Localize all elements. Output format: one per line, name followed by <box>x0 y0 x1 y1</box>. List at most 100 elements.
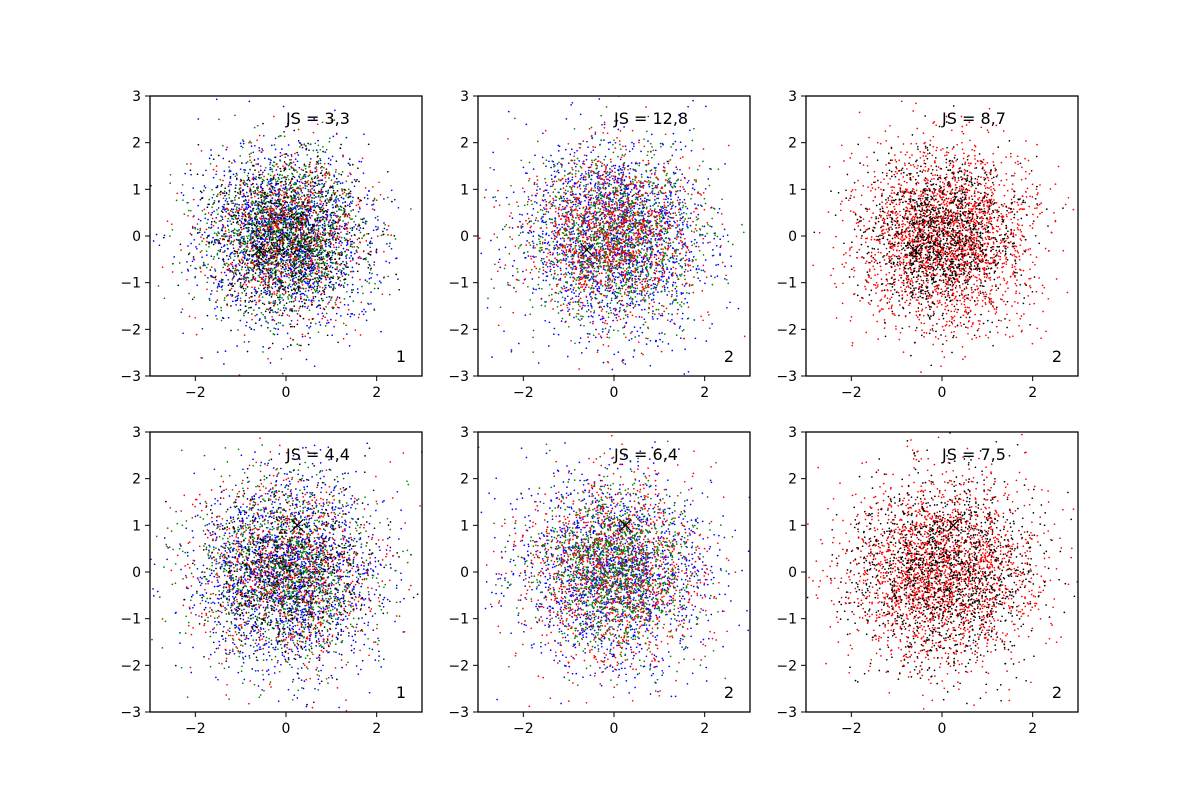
scatter-point <box>315 245 317 248</box>
scatter-point <box>284 291 287 293</box>
scatter-point <box>242 283 245 286</box>
scatter-point <box>240 237 243 240</box>
scatter-point <box>266 238 269 241</box>
scatter-point <box>204 264 206 267</box>
scatter-point <box>343 303 346 306</box>
scatter-point <box>334 252 337 255</box>
scatter-point <box>243 194 246 197</box>
scatter-point <box>281 271 284 274</box>
scatter-point <box>372 199 375 202</box>
scatter-point <box>298 180 301 183</box>
scatter-point <box>321 317 324 320</box>
scatter-point <box>284 235 287 238</box>
scatter-point <box>217 207 220 209</box>
scatter-point <box>356 178 358 181</box>
scatter-point <box>232 202 235 205</box>
scatter-point <box>194 276 196 279</box>
scatter-point <box>266 192 269 195</box>
scatter-point <box>272 278 275 281</box>
scatter-point <box>329 198 331 201</box>
scatter-point <box>339 280 342 282</box>
scatter-point <box>264 251 267 254</box>
scatter-point <box>240 286 243 289</box>
scatter-point <box>268 180 270 183</box>
scatter-point <box>187 253 190 256</box>
scatter-point <box>363 196 366 199</box>
scatter-point <box>288 231 291 234</box>
scatter-point <box>315 149 318 151</box>
scatter-point <box>252 236 255 238</box>
scatter-point <box>321 182 323 185</box>
scatter-point <box>269 229 272 232</box>
scatter-point <box>327 199 330 202</box>
scatter-point <box>325 253 328 256</box>
scatter-point <box>297 128 300 131</box>
scatter-point <box>189 232 192 235</box>
scatter-point <box>303 239 306 242</box>
scatter-point <box>244 276 247 279</box>
scatter-point <box>343 214 346 216</box>
scatter-point <box>254 190 256 192</box>
scatter-point <box>306 185 308 187</box>
scatter-point <box>329 261 332 264</box>
scatter-point <box>243 248 245 251</box>
scatter-point <box>270 254 273 257</box>
scatter-point <box>258 231 261 234</box>
scatter-point <box>376 273 379 276</box>
scatter-point <box>288 276 290 279</box>
scatter-point <box>247 178 250 181</box>
scatter-point <box>293 183 296 186</box>
scatter-point <box>346 233 349 235</box>
scatter-point <box>255 208 258 211</box>
scatter-point <box>265 308 268 311</box>
scatter-point <box>269 191 271 193</box>
scatter-point <box>345 273 348 275</box>
scatter-point <box>328 235 331 237</box>
scatter-point <box>265 267 267 270</box>
scatter-point <box>283 169 286 171</box>
scatter-point <box>301 207 304 210</box>
scatter-point <box>333 251 336 253</box>
scatter-point <box>304 167 307 170</box>
scatter-point <box>331 226 334 228</box>
scatter-point <box>237 248 240 251</box>
scatter-point <box>294 299 297 302</box>
scatter-point <box>329 163 332 166</box>
scatter-point <box>215 278 217 281</box>
scatter-point <box>248 301 250 304</box>
scatter-point <box>318 262 320 264</box>
scatter-point <box>244 208 247 210</box>
scatter-point <box>257 193 260 196</box>
scatter-point <box>265 230 268 233</box>
scatter-point <box>301 250 304 253</box>
scatter-point <box>230 223 233 225</box>
scatter-point <box>272 254 275 256</box>
scatter-point <box>282 200 284 203</box>
scatter-point <box>334 287 336 290</box>
scatter-point <box>298 222 300 225</box>
scatter-point <box>269 362 272 364</box>
scatter-point <box>274 300 277 302</box>
scatter-point <box>234 252 236 255</box>
scatter-point <box>216 306 219 308</box>
scatter-point <box>221 235 223 237</box>
scatter-point <box>297 196 299 199</box>
scatter-point <box>302 224 305 226</box>
scatter-point <box>333 182 335 185</box>
scatter-point <box>295 169 297 172</box>
scatter-point <box>350 255 353 257</box>
scatter-point <box>263 197 265 199</box>
scatter-point <box>263 229 266 232</box>
scatter-point <box>301 222 304 225</box>
scatter-point <box>238 252 241 255</box>
scatter-point <box>304 262 306 265</box>
scatter-point <box>356 238 359 241</box>
scatter-point <box>249 188 252 191</box>
scatter-point <box>306 154 309 156</box>
scatter-point <box>277 195 280 198</box>
scatter-point <box>287 298 290 300</box>
scatter-point <box>292 234 295 236</box>
scatter-point <box>286 332 289 335</box>
scatter-point <box>206 235 209 238</box>
